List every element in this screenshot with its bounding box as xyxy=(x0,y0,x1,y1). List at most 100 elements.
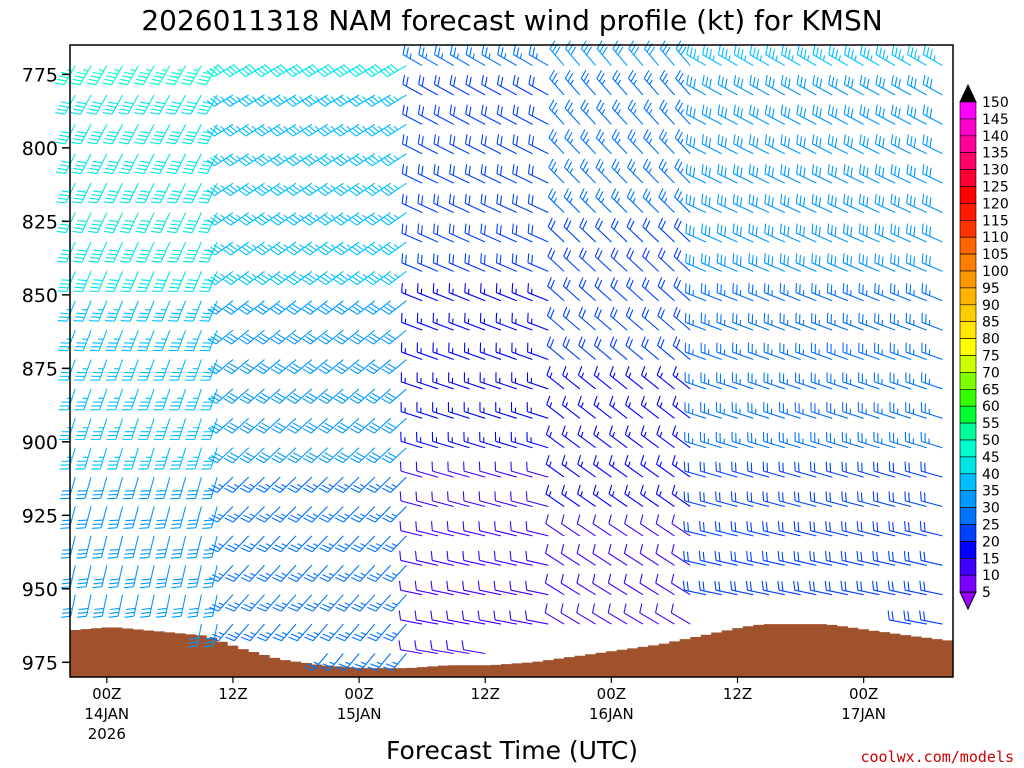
barb-staff xyxy=(844,54,864,67)
wind-barb xyxy=(564,129,581,155)
barb-feather xyxy=(481,45,485,55)
barb-feather xyxy=(371,452,381,458)
barb-feather xyxy=(70,112,81,115)
barb-feather xyxy=(170,556,181,559)
barb-half-feather xyxy=(393,273,399,278)
barb-staff xyxy=(749,83,770,96)
barb-feather xyxy=(846,165,850,176)
wind-barb xyxy=(333,329,360,345)
barb-feather xyxy=(337,425,347,431)
barb-half-feather xyxy=(362,185,367,190)
barb-feather xyxy=(703,492,705,502)
barb-feather xyxy=(748,283,750,293)
wind-barb xyxy=(202,535,218,559)
wind-barb xyxy=(134,124,155,145)
barb-feather xyxy=(245,214,254,222)
wind-barb xyxy=(478,491,502,508)
wind-barb xyxy=(449,134,470,155)
barb-feather xyxy=(199,167,210,171)
barb-feather xyxy=(75,194,86,197)
barb-feather xyxy=(562,277,568,287)
barb-feather xyxy=(815,76,819,87)
wind-barb xyxy=(812,104,833,125)
wind-barb xyxy=(461,640,486,655)
barb-feather xyxy=(567,72,574,82)
barb-staff xyxy=(717,232,738,243)
wind-barb xyxy=(546,306,565,331)
wind-barb xyxy=(626,247,644,272)
barb-feather xyxy=(349,338,359,345)
barb-feather xyxy=(285,249,295,256)
barb-feather xyxy=(104,108,114,112)
barb-feather xyxy=(286,278,295,286)
barb-feather xyxy=(124,190,135,193)
barb-feather xyxy=(136,167,147,171)
barb-feather xyxy=(55,171,66,174)
barb-half-feather xyxy=(378,273,383,278)
barb-staff xyxy=(340,212,360,226)
barb-feather xyxy=(840,580,843,591)
barb-feather xyxy=(659,69,666,79)
wind-barb xyxy=(137,418,155,440)
wind-barb xyxy=(86,65,108,86)
barb-feather xyxy=(170,253,181,256)
wind-barb xyxy=(182,153,202,174)
barb-feather xyxy=(241,216,251,224)
barb-staff xyxy=(372,182,391,196)
barb-feather xyxy=(185,316,195,319)
barb-staff xyxy=(340,182,360,196)
barb-feather xyxy=(335,606,345,612)
barb-feather xyxy=(495,253,498,263)
barb-feather xyxy=(421,136,424,146)
barb-feather xyxy=(858,223,861,234)
barb-feather xyxy=(203,220,214,223)
barb-feather xyxy=(750,522,753,532)
barb-feather xyxy=(834,137,838,148)
barb-feather xyxy=(223,427,233,434)
barb-feather xyxy=(787,197,790,207)
barb-feather xyxy=(381,487,391,493)
barb-feather xyxy=(171,615,182,618)
barb-half-feather xyxy=(313,602,319,606)
barb-feather xyxy=(302,427,312,434)
barb-feather xyxy=(875,581,879,592)
barb-staff xyxy=(116,476,124,499)
wind-barb xyxy=(611,99,628,125)
barb-staff xyxy=(230,241,250,256)
barb-feather xyxy=(61,131,71,134)
barb-feather xyxy=(339,184,348,192)
barb-feather xyxy=(245,392,255,399)
barb-feather xyxy=(317,219,326,226)
barb-feather xyxy=(223,368,233,375)
barb-feather xyxy=(383,636,393,642)
barb-staff xyxy=(780,173,801,184)
barb-feather xyxy=(156,279,167,282)
wind-barb xyxy=(562,366,581,390)
barb-feather xyxy=(417,223,420,234)
barb-feather xyxy=(781,551,784,562)
barb-feather xyxy=(500,76,504,87)
barb-feather xyxy=(834,197,837,207)
barb-feather xyxy=(701,164,704,174)
barb-feather xyxy=(353,603,364,609)
wind-barb xyxy=(701,104,722,125)
wind-barb xyxy=(135,182,155,204)
barb-feather xyxy=(640,395,645,406)
wind-barb xyxy=(140,594,155,618)
barb-staff xyxy=(325,241,344,256)
barb-feather xyxy=(781,522,784,532)
barb-feather xyxy=(730,580,733,591)
barb-feather xyxy=(421,106,425,117)
barb-feather xyxy=(811,193,814,204)
barb-staff xyxy=(624,434,644,449)
barb-feather xyxy=(290,574,300,580)
barb-feather xyxy=(724,167,727,178)
barb-feather xyxy=(594,277,600,287)
wind-barb xyxy=(365,359,391,375)
barb-feather xyxy=(292,392,302,399)
wind-barb xyxy=(593,425,612,449)
barb-feather xyxy=(172,582,182,585)
barb-feather xyxy=(499,225,502,235)
barb-feather xyxy=(716,223,719,234)
wind-barb xyxy=(449,74,470,96)
